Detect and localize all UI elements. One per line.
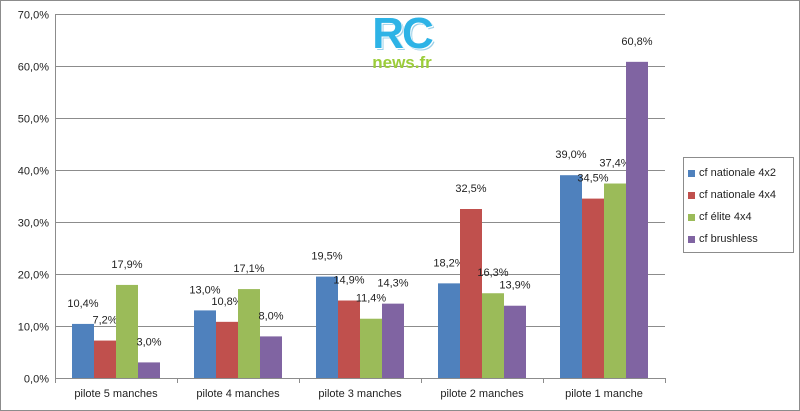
data-label: 14,9% [333, 275, 364, 287]
legend-swatch [688, 235, 695, 243]
y-tick-label: 20,0% [18, 270, 49, 282]
data-label: 37,4% [599, 158, 630, 170]
chart-legend: cf nationale 4x2 cf nationale 4x4 cf éli… [683, 157, 794, 253]
x-category-label: pilote 5 manches [74, 388, 158, 400]
y-tick-label: 30,0% [18, 218, 49, 230]
y-tick-label: 10,0% [18, 322, 49, 334]
rcnews-logo: RC news.fr [360, 12, 444, 74]
data-label: 11,4% [356, 293, 387, 305]
x-category-label: pilote 1 manche [565, 388, 643, 400]
legend-swatch [688, 213, 695, 221]
x-category-label: pilote 2 manches [440, 388, 524, 400]
bar [460, 209, 482, 378]
bar [504, 305, 526, 378]
bar [116, 284, 138, 378]
bar [582, 198, 604, 378]
data-label: 34,5% [577, 173, 608, 185]
data-label: 14,3% [377, 278, 408, 290]
bar [216, 321, 238, 378]
data-label: 19,5% [311, 251, 342, 263]
legend-swatch [688, 169, 695, 177]
y-tick-label: 40,0% [18, 166, 49, 178]
y-tick-label: 50,0% [18, 114, 49, 126]
legend-swatch [688, 191, 695, 199]
bar [194, 310, 216, 378]
legend-label: cf nationale 4x4 [699, 189, 777, 201]
logo-sub-text: news.fr [372, 53, 432, 72]
data-label: 8,0% [258, 310, 283, 322]
data-label: 16,3% [477, 267, 508, 279]
data-label: 17,1% [233, 263, 264, 275]
data-label: 3,0% [136, 336, 161, 348]
data-label: 13,0% [189, 284, 220, 296]
legend-label: cf élite 4x4 [699, 211, 752, 223]
bar [260, 336, 282, 378]
data-label: 60,8% [621, 36, 652, 48]
data-label: 13,9% [499, 280, 530, 292]
data-label: 10,8% [211, 296, 242, 308]
bar [338, 300, 360, 378]
data-label: 7,2% [92, 315, 117, 327]
legend-item-series-3: cf élite 4x4 [688, 210, 752, 224]
bar [438, 283, 460, 378]
legend-item-series-4: cf brushless [688, 232, 758, 246]
bar [238, 289, 260, 378]
y-tick-label: 60,0% [18, 62, 49, 74]
bar [94, 340, 116, 378]
data-label: 17,9% [111, 259, 142, 271]
bar [482, 293, 504, 378]
bar [382, 303, 404, 378]
bar [138, 362, 160, 378]
legend-item-series-1: cf nationale 4x2 [688, 166, 776, 180]
bar [560, 175, 582, 378]
data-label: 10,4% [67, 298, 98, 310]
y-tick-label: 70,0% [18, 10, 49, 22]
legend-item-series-2: cf nationale 4x4 [688, 188, 776, 202]
y-tick-label: 0,0% [24, 374, 49, 386]
legend-label: cf nationale 4x2 [699, 167, 777, 179]
bar [72, 323, 94, 378]
x-category-label: pilote 4 manches [196, 388, 280, 400]
logo-main-text: RC [372, 9, 434, 58]
bar [604, 183, 626, 378]
bar [316, 276, 338, 378]
bar [360, 318, 382, 378]
bar [626, 61, 648, 379]
data-label: 39,0% [555, 149, 586, 161]
legend-label: cf brushless [699, 233, 758, 245]
data-label: 18,2% [433, 257, 464, 269]
data-label: 32,5% [455, 183, 486, 195]
x-category-label: pilote 3 manches [318, 388, 402, 400]
